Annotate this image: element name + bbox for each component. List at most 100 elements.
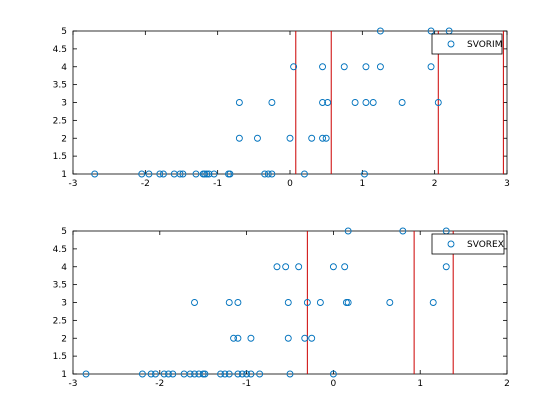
data-point: [319, 99, 326, 106]
y-tick-label: 2: [61, 134, 67, 144]
x-tick-label: 1: [359, 179, 365, 189]
y-tick-label: 3.5: [53, 81, 67, 91]
axes-bottom: -3 -2 -1 0 1 2 1 1.5 2 2.5 3 3.5 4 4.5 5 SVOREX: [53, 227, 510, 389]
data-point: [376, 27, 384, 35]
data-point: [160, 370, 168, 378]
y-tick-label: 1: [61, 170, 67, 180]
data-point: [340, 63, 348, 71]
y-tick-label: 2.5: [53, 116, 67, 126]
data-point: [238, 370, 246, 378]
data-point: [191, 370, 198, 378]
data-point: [138, 370, 146, 378]
data-point: [316, 299, 324, 306]
y-tick-label: 3.5: [53, 281, 67, 291]
x-tick-label: 0: [331, 379, 337, 389]
data-point: [286, 370, 294, 378]
data-point: [284, 299, 292, 306]
axes-top: -3 -2 -1 0 1 2 3 1 1.5 2 2.5 3 3.5 4 4.5 5 SVORIM: [53, 27, 510, 189]
data-point: [186, 370, 194, 378]
data-point: [301, 334, 309, 342]
legend-marker: [447, 40, 455, 48]
data-point: [282, 263, 290, 271]
data-point: [344, 227, 352, 235]
data-point: [138, 170, 146, 178]
data-point: [303, 299, 311, 306]
data-point: [235, 99, 243, 106]
data-point: [82, 370, 90, 378]
data-point: [247, 370, 255, 378]
data-point: [147, 370, 155, 378]
y-tick-label: 4.5: [53, 45, 67, 55]
data-point: [308, 334, 316, 342]
data-point: [91, 170, 99, 178]
y-tick-label: 3: [61, 99, 67, 109]
legend: SVORIM: [431, 33, 503, 55]
y-tick-label: 4: [61, 263, 67, 273]
data-point: [429, 299, 437, 306]
legend-marker: [447, 240, 455, 248]
y-tick-label: 4: [61, 63, 67, 73]
data-point: [165, 370, 172, 378]
data-point: [234, 299, 242, 306]
data-point: [322, 134, 330, 142]
data-point: [362, 63, 370, 71]
data-point: [344, 299, 352, 306]
x-tick-label: -3: [69, 379, 78, 389]
y-tick-label: 1.5: [53, 152, 67, 162]
data-point: [254, 134, 261, 142]
data-point: [268, 99, 276, 106]
y-tick-label: 5: [61, 227, 67, 237]
data-point: [201, 370, 209, 378]
legend-label: SVOREX: [467, 240, 504, 250]
data-point: [268, 170, 276, 178]
data-point: [256, 370, 264, 378]
data-point: [361, 170, 368, 178]
data-point: [308, 134, 316, 142]
y-tick-label: 1: [61, 370, 67, 380]
x-tick-label: -2: [141, 179, 150, 189]
data-point: [199, 370, 207, 378]
legend-box: [431, 233, 505, 255]
data-point: [427, 63, 435, 71]
y-tick-label: 3: [61, 299, 67, 309]
data-point: [191, 299, 198, 306]
legend: SVOREX: [431, 233, 505, 255]
data-point: [342, 299, 350, 306]
data-point: [376, 63, 384, 71]
data-point: [152, 370, 159, 378]
data-point: [398, 99, 406, 106]
x-tick-label: -1: [242, 379, 251, 389]
data-point: [205, 170, 213, 178]
data-point: [386, 299, 394, 306]
data-point: [301, 170, 308, 178]
data-point: [273, 263, 281, 271]
y-tick-label: 2.5: [53, 316, 67, 326]
data-point: [176, 170, 184, 178]
x-tick-label: -3: [69, 179, 78, 189]
data-point: [341, 263, 349, 271]
data-point: [295, 263, 303, 271]
data-point: [243, 370, 251, 378]
data-point: [290, 63, 298, 71]
x-tick-label: -1: [213, 179, 222, 189]
data-point: [145, 170, 153, 178]
data-point: [234, 334, 242, 342]
data-point: [192, 170, 200, 178]
y-tick-label: 4.5: [53, 245, 67, 255]
x-tick-label: 1: [417, 379, 423, 389]
data-point: [203, 170, 211, 178]
data-point: [264, 170, 272, 178]
x-tick-label: 2: [432, 179, 438, 189]
data-point: [201, 170, 209, 178]
data-point: [286, 134, 294, 142]
data-point: [319, 134, 326, 142]
y-tick-label: 5: [61, 27, 67, 37]
data-point: [261, 170, 269, 178]
data-point: [329, 370, 337, 378]
legend-box: [431, 33, 503, 55]
data-point: [159, 170, 167, 178]
y-tick-label: 1.5: [53, 352, 67, 362]
data-point: [442, 263, 450, 271]
data-point: [225, 370, 233, 378]
data-point: [210, 170, 218, 178]
